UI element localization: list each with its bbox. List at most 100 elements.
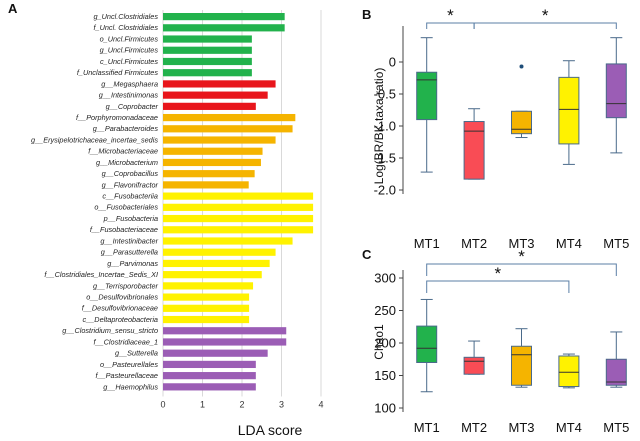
taxon-label: g_Uncl.Firmicutes [100,46,159,55]
lda-bar [163,383,256,391]
taxon-label: f__Pasteurellaceae [96,371,158,380]
y-tick-label: 200 [374,336,396,351]
panel-c-y-axis-label: Chao1 [372,324,386,360]
taxon-label: g__Haemophilus [103,382,158,391]
lda-bar [163,226,314,234]
taxon-label: g__Erysipelotrichaceae_incertae_sedis [31,135,158,144]
panel-a-lda-chart: A g_Uncl.Clostridiales f_Uncl. Clostridia… [8,1,324,438]
box-iqr [558,355,580,388]
taxon-label: p__Fusobacteria [103,214,158,223]
lda-bar [163,282,254,290]
lda-bar [163,57,252,66]
taxon-label: g__Parvimonas [107,259,158,268]
taxon-label: f__Desulfovibrionaceae [82,304,158,313]
x-tick-label: MT3 [509,420,535,435]
lda-bar [163,237,293,245]
significance-star: * [542,6,549,25]
lda-bar [163,102,256,110]
taxon-label: g__Parasutterella [101,248,158,257]
panel-a-taxa-labels: g_Uncl.Clostridiales f_Uncl. Clostridiale… [31,12,159,391]
x-tick-label: MT4 [556,236,582,251]
taxon-label: g__Microbacterium [96,158,158,167]
lda-bar [163,327,287,335]
taxon-label: c__Deltaproteobacteria [83,315,158,324]
taxon-label: f_Uncl. Clostridiales [94,23,159,32]
lda-bar [163,91,268,99]
panel-a-label: A [8,1,18,16]
box-iqr [463,121,485,180]
lda-bar [163,203,314,211]
lda-bar [163,13,285,21]
taxon-label: g__Coprobacter [106,102,159,111]
taxon-label: o__Pasteurellales [100,360,158,369]
x-tick-label: 3 [279,399,284,409]
x-tick-label: 4 [318,399,323,409]
y-tick-label: -1.5 [374,151,396,166]
lda-bar [163,136,276,144]
taxon-label: c_Uncl.Firmicutes [100,57,158,66]
lda-bar [163,214,314,223]
taxon-label: g_Uncl.Clostridiales [94,12,159,21]
taxon-label: g__Clostridium_sensu_stricto [62,326,158,335]
taxon-label: g__Intestinimonas [99,91,159,100]
panel-a-bars [163,13,314,391]
taxon-label: c__Fusobacteriia [102,192,158,201]
y-tick-label: 150 [374,368,396,383]
taxon-label: g__Flavonifractor [102,180,159,189]
taxon-label: g__Sutterella [115,349,158,358]
taxon-label: g__Terrisporobacter [93,281,159,290]
lda-bar [163,192,314,200]
x-tick-label: MT5 [603,420,629,435]
x-tick-label: MT4 [556,420,582,435]
lda-bar [163,181,249,189]
panel-b-plot-area: 0 -0.5 -1.0 -1.5 -2.0 MT1 MT2 MT3 MT4 MT5 * * [374,6,630,251]
taxon-label: f__Microbacteriaceae [88,147,158,156]
y-tick-label: -0.5 [374,87,396,102]
x-tick-label: 2 [239,399,244,409]
box-iqr [605,63,627,119]
lda-bar [163,372,256,380]
x-tick-label: MT3 [509,236,535,251]
taxon-label: g__Coprobacillus [102,169,159,178]
lda-bar [163,113,296,122]
taxon-label: f__Fusobacteriaceae [90,225,158,234]
panel-b-label: B [362,7,371,22]
box-iqr [558,76,580,145]
x-tick-label: 0 [160,399,165,409]
x-tick-label: MT2 [461,236,487,251]
significance-bracket [473,22,617,29]
taxon-label: g__Intestinibacter [100,236,158,245]
lda-bar [163,304,250,312]
lda-bar [163,170,255,178]
panel-b-y-axis-label: Log(BR/BK taxa ratio) [372,68,386,185]
taxon-label: o_Uncl.Firmicutes [100,34,159,43]
taxon-label: o__Fusobacteriales [94,203,158,212]
taxon-label: g__Megasphaera [101,79,158,88]
significance-star: * [518,247,525,266]
taxon-label: o__Desulfovibrionales [86,293,158,302]
lda-bar [163,147,263,155]
box-iqr [605,358,627,386]
lda-bar [163,360,256,369]
lda-bar [163,349,268,357]
panel-a-x-ticks: 0 1 2 3 4 [160,399,323,409]
box-iqr [463,356,485,375]
significance-star: * [494,264,501,283]
box-iqr [511,345,532,386]
y-tick-label: 0 [389,55,396,70]
outlier-point [519,64,524,69]
box-iqr [416,325,438,364]
panel-c-plot-area: 300 250 200 150 100 MT1 MT2 MT3 MT4 MT5 * * [374,247,629,435]
taxon-label: f__Clostridiales_Incertae_Sedis_XI [44,270,158,279]
taxon-label: f_Unclassified Firmicutes [77,68,158,77]
lda-bar [163,248,276,256]
panel-c-boxplot: C 300 250 200 150 100 MT1 MT2 MT3 MT4 MT5 * * Chao1 [362,247,629,435]
y-tick-label: -1.0 [374,119,396,134]
lda-bar [163,69,252,77]
box-iqr [416,71,438,121]
lda-bar [163,80,276,88]
y-tick-label: -2.0 [374,183,396,198]
lda-bar [163,35,252,43]
lda-bar [163,293,250,301]
